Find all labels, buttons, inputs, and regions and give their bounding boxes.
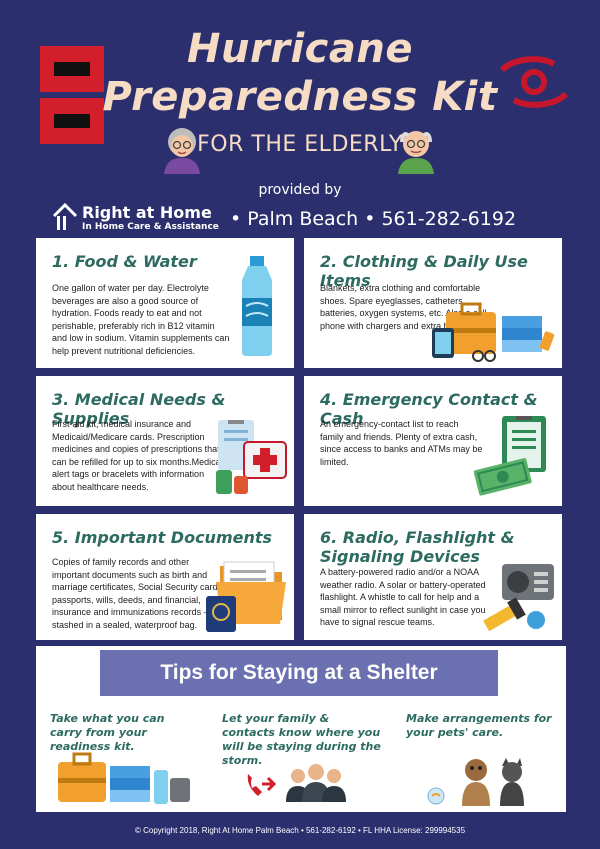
contact-list-cash-icon (473, 416, 546, 496)
tip-text: Let your family & contacts know where yo… (222, 712, 381, 767)
logo-tagline: In Home Care & Assistance (82, 222, 219, 232)
section-clothing-items: 2. Clothing & Daily Use Items Blankets, … (304, 238, 562, 368)
documents-folder-icon (206, 561, 286, 632)
right-at-home-logo: Right at Home In Home Care & Assistance (52, 200, 222, 236)
section-title: 1. Food & Water (52, 252, 197, 271)
section-text: First-aid kit, medical insurance and Med… (52, 419, 226, 492)
tip-readiness-kit: Take what you can carry from your readin… (40, 700, 204, 812)
logo-name: Right at Home (82, 203, 212, 222)
tip-text: Make arrangements for your pets' care. (406, 712, 552, 739)
section-title: 5. Important Documents (52, 528, 273, 547)
section-title: 2. Clothing & Daily Use Items (320, 252, 528, 290)
hurricane-flag-icon (40, 46, 104, 144)
subtitle: FOR THE ELDERLY (197, 132, 403, 157)
water-bottle-icon (242, 256, 272, 356)
tip-text: Take what you can carry from your readin… (50, 712, 165, 753)
elderly-woman-icon (164, 128, 200, 174)
footer-copyright: © Copyright 2018, Right At Home Palm Bea… (134, 826, 466, 835)
section-radio-flashlight: 6. Radio, Flashlight & Signaling Devices… (304, 514, 562, 640)
section-important-documents: 5. Important Documents Copies of family … (36, 514, 294, 640)
phone-call-icon (247, 774, 277, 796)
section-title: 4. Emergency Contact & Cash (320, 390, 538, 428)
section-food-water: 1. Food & Water One gallon of water per … (36, 238, 294, 368)
section-text: One gallon of water per day. Electrolyte… (52, 283, 230, 356)
pets-icon (427, 758, 524, 806)
location-phone: • Palm Beach • 561-282-6192 (230, 208, 517, 230)
section-text: Copies of family records and other impor… (52, 557, 225, 630)
tip-family-contacts: Let your family & contacts know where yo… (212, 700, 388, 812)
section-title: 3. Medical Needs & Supplies (52, 390, 226, 428)
section-emergency-contact: 4. Emergency Contact & Cash An emergency… (304, 376, 562, 506)
medical-kit-icon (216, 420, 287, 494)
title-line-2: Preparedness Kit (102, 74, 498, 120)
provided-by-label: provided by (258, 182, 342, 198)
section-text: An emergency-contact list to reach famil… (320, 419, 483, 467)
tips-heading: Tips for Staying at a Shelter (100, 650, 498, 696)
tip-pets: Make arrangements for your pets' care. (396, 700, 562, 812)
section-medical-needs: 3. Medical Needs & Supplies First-aid ki… (36, 376, 294, 506)
family-group-icon (286, 764, 346, 802)
kit-supplies-icon (58, 752, 190, 804)
section-text: Blankets, extra clothing and comfortable… (320, 283, 487, 331)
title-line-1: Hurricane (187, 26, 413, 72)
hurricane-symbol-icon (499, 56, 569, 108)
section-title: 6. Radio, Flashlight & Signaling Devices (320, 528, 515, 566)
radio-flashlight-icon (483, 564, 554, 632)
section-text: A battery-powered radio and/or a NOAA we… (320, 567, 486, 627)
suitcase-clothes-icon (432, 302, 555, 362)
elderly-man-icon (398, 131, 434, 174)
house-logo-icon (52, 202, 78, 230)
